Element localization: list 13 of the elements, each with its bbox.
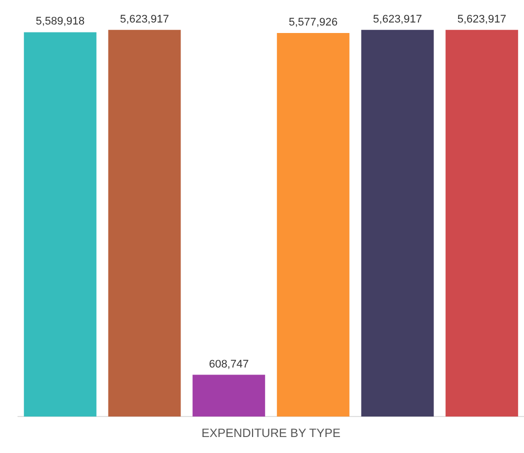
bar <box>446 30 518 417</box>
bar <box>24 32 96 417</box>
data-label: 5,623,917 <box>373 13 422 26</box>
bar <box>276 33 350 417</box>
data-label: 5,623,917 <box>120 13 169 26</box>
data-label: 5,589,918 <box>36 16 85 28</box>
bar <box>361 30 434 417</box>
x-axis-title: EXPENDITURE BY TYPE <box>202 426 340 440</box>
bar <box>192 374 266 417</box>
data-label: 608,747 <box>208 358 249 370</box>
data-label: 5,577,926 <box>288 16 338 29</box>
bar <box>108 30 181 417</box>
data-label: 5,623,917 <box>457 13 506 26</box>
